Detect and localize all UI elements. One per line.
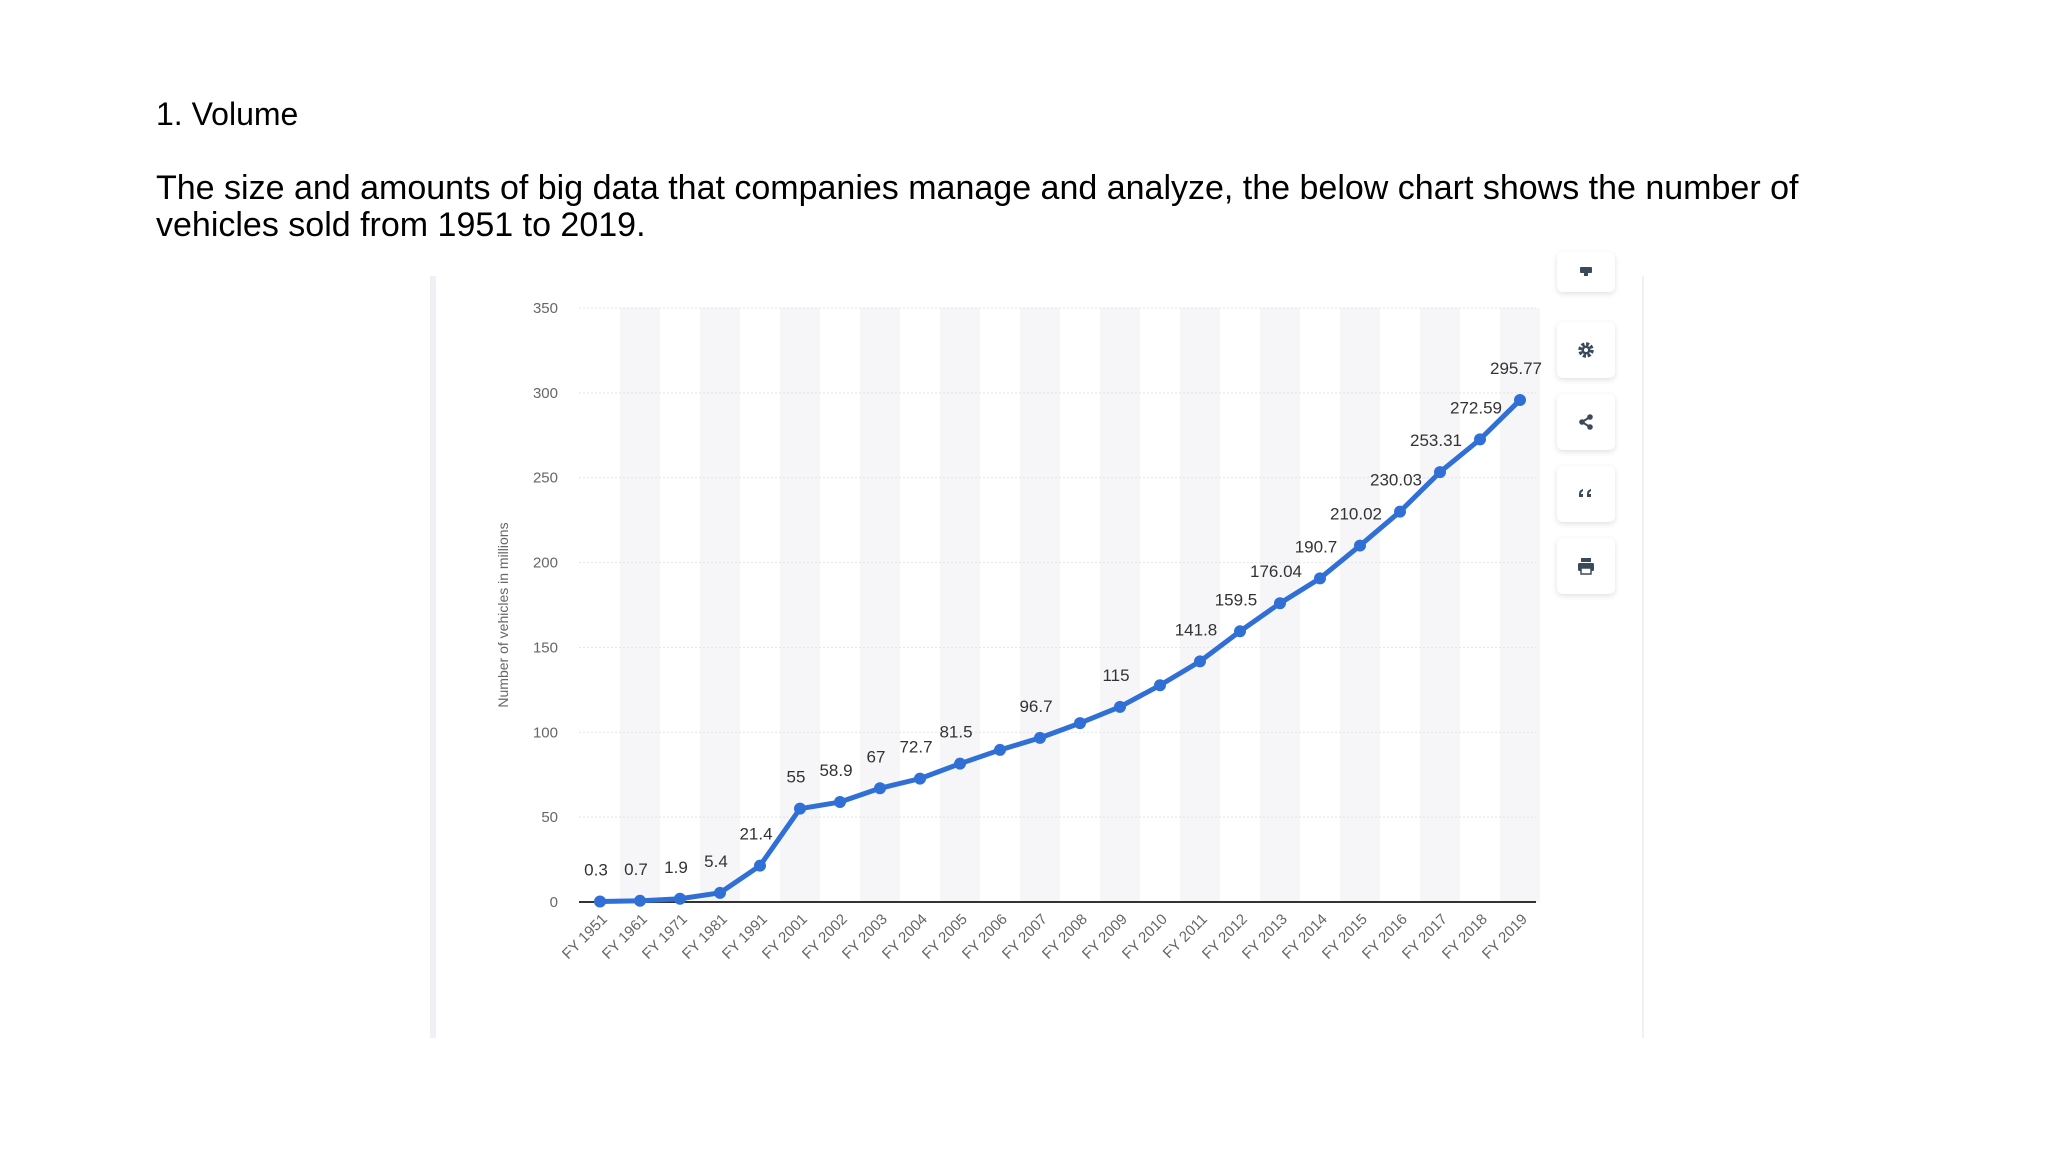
data-point [914,772,926,785]
y-tick-label: 300 [533,385,558,402]
band [1180,308,1220,902]
data-point [1194,655,1206,668]
band [1500,308,1540,902]
y-axis-title: Number of vehicles in millions [495,522,511,707]
band [620,308,660,902]
data-point [1354,539,1366,552]
y-tick-label: 100 [533,724,558,741]
data-point [674,892,686,905]
data-label: 230.03 [1370,471,1422,490]
data-point [594,895,606,908]
share-icon [1579,414,1593,430]
band [1340,308,1380,902]
data-point [1114,700,1126,713]
band [860,308,900,902]
y-tick-label: 200 [533,555,558,572]
data-label: 58.9 [819,761,852,780]
data-label: 67 [867,747,886,766]
data-point [994,743,1006,756]
series-line [597,397,1523,904]
data-point [1274,597,1286,610]
data-point [1514,394,1526,407]
data-point [714,886,726,899]
data-point [754,859,766,872]
x-tick-label: FY 2010 [1119,911,1171,963]
data-label: 141.8 [1175,620,1218,639]
cite-button[interactable] [1557,466,1615,522]
gear-icon [1578,342,1594,358]
data-label: 272.59 [1450,398,1502,417]
data-point [834,796,846,809]
line-chart: 0 50 100 150 200 250 300 350 Number of vehicles … [495,300,1542,963]
band [1020,308,1060,902]
data-label: 190.7 [1295,537,1338,556]
print-button[interactable] [1557,538,1615,594]
data-label: 96.7 [1019,697,1052,716]
data-point [634,894,646,907]
data-point [794,802,806,815]
data-label: 0.3 [584,860,608,879]
data-label: 5.4 [704,852,728,871]
chart-panel: 0 50 100 150 200 250 300 350 Number of vehicles … [430,276,1644,1038]
data-point [1154,679,1166,692]
data-point [1314,572,1326,585]
data-label: 115 [1102,666,1129,685]
data-label: 176.04 [1250,562,1302,581]
data-point [1474,433,1486,446]
data-point [1074,717,1086,730]
data-label: 159.5 [1215,590,1258,609]
y-tick-label: 50 [541,809,558,826]
slide-description: The size and amounts of big data that co… [156,169,1799,244]
band [700,308,740,902]
data-label: 81.5 [939,723,972,742]
slide-heading: 1. Volume [156,96,299,132]
data-point [1034,731,1046,744]
share-button[interactable] [1557,394,1615,450]
notification-icon [1580,267,1592,276]
data-point [1434,466,1446,479]
y-tick-label: 350 [533,300,558,317]
y-tick-label: 150 [533,639,558,656]
band [1420,308,1460,902]
data-label: 72.7 [899,738,932,757]
notification-button[interactable] [1557,252,1615,292]
data-label: 210.02 [1330,505,1382,524]
data-point [1234,625,1246,638]
data-label: 1.9 [664,858,688,877]
data-label: 295.77 [1490,359,1542,378]
print-icon [1578,558,1594,575]
data-label: 55 [787,768,806,787]
data-label: 0.7 [624,860,648,879]
x-tick-label: FY 2019 [1479,911,1531,963]
data-point [954,757,966,770]
settings-button[interactable] [1557,322,1615,378]
quote-icon [1579,489,1591,497]
y-tick-label: 250 [533,470,558,487]
band [1100,308,1140,902]
y-tick-label: 0 [550,894,558,911]
data-label: 21.4 [739,825,772,844]
data-point [874,782,886,795]
data-label: 253.31 [1410,431,1462,450]
band [940,308,980,902]
data-point [1394,505,1406,518]
